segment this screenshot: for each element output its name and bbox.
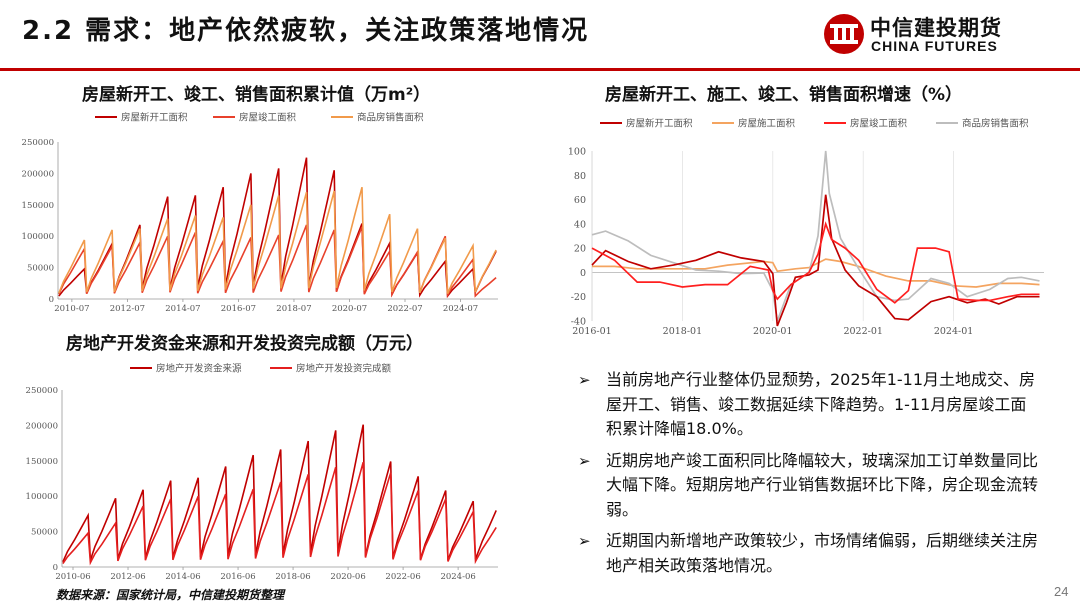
y-tick-label: 250000 [22, 138, 54, 148]
y-tick-label: 100000 [26, 492, 58, 502]
logo-english-name: CHINA FUTURES [871, 38, 998, 54]
bullet-item: ➢ 当前房地产行业整体仍显颓势，2025年1-11月土地成交、房屋开工、销售、竣… [578, 368, 1038, 442]
x-tick-label: 2024-01 [934, 326, 973, 337]
x-tick-label: 2022-07 [387, 304, 422, 314]
y-tick-label: 100000 [22, 232, 54, 242]
y-tick-label: 200000 [22, 169, 54, 179]
series-line [591, 221, 1040, 304]
y-tick-label: 20 [574, 244, 586, 255]
arrow-bullet-icon: ➢ [578, 532, 591, 550]
x-tick-label: 2018-01 [663, 326, 702, 337]
page-title: 2.2 需求：地产依然疲软，关注政策落地情况 [22, 16, 590, 46]
legend-label: 房地产开发投资完成额 [296, 363, 392, 375]
chart-title-cumulative: 房屋新开工、竣工、销售面积累计值（万m²） [82, 85, 431, 105]
bullet-text: 当前房地产行业整体仍显颓势，2025年1-11月土地成交、房屋开工、销售、竣工数… [606, 370, 1036, 438]
x-tick-label: 2018-07 [276, 304, 311, 314]
arrow-bullet-icon: ➢ [578, 451, 591, 470]
bullet-text: 近期国内新增地产政策较少，市场情绪偏弱，后期继续关注房地产相关政策落地情况。 [606, 531, 1039, 575]
y-tick-label: 150000 [26, 457, 58, 467]
chart-title-growth: 房屋新开工、施工、竣工、销售面积增速（%） [605, 85, 963, 105]
title-divider [0, 68, 1080, 71]
y-tick-label: 150000 [22, 201, 54, 211]
series-line [62, 461, 497, 566]
growth-rate-chart: 2016-01 2018-01 2020-01 2022-01 2024-01 -40 -2… [568, 118, 1044, 337]
x-tick-label: 2010-07 [54, 304, 89, 314]
series-line [58, 157, 497, 299]
x-tick-label: 2012-06 [110, 572, 145, 582]
y-tick-label: -20 [571, 292, 586, 303]
x-tick-label: 2010-06 [55, 572, 90, 582]
y-tick-label: 80 [574, 171, 586, 182]
legend-label: 商品房销售面积 [962, 118, 1029, 130]
citic-logo-icon [824, 14, 864, 54]
x-tick-label: 2014-07 [165, 304, 200, 314]
y-tick-label: 100 [568, 147, 586, 158]
logo-chinese-name: 中信建投期货 [870, 16, 1002, 40]
data-source-note: 数据来源：国家统计局，中信建投期货整理 [56, 588, 285, 602]
y-tick-label: 200000 [26, 421, 58, 431]
company-logo: 中信建投期货 CHINA FUTURES [822, 12, 1072, 58]
legend-label: 房屋施工面积 [738, 118, 796, 130]
x-tick-label: 2024-07 [443, 304, 478, 314]
legend-label: 房屋竣工面积 [239, 112, 297, 124]
y-tick-label: 0 [49, 295, 54, 305]
y-tick-label: 0 [580, 268, 586, 279]
y-tick-label: 40 [574, 219, 586, 230]
bullet-item: ➢ 近期国内新增地产政策较少，市场情绪偏弱，后期继续关注房地产相关政策落地情况。 [578, 529, 1038, 578]
x-tick-label: 2014-06 [165, 572, 200, 582]
x-tick-label: 2018-06 [275, 572, 310, 582]
x-tick-label: 2020-07 [332, 304, 367, 314]
analysis-bullets: ➢ 当前房地产行业整体仍显颓势，2025年1-11月土地成交、房屋开工、销售、竣… [578, 368, 1038, 585]
y-tick-label: 60 [574, 195, 586, 206]
series-line [592, 258, 1040, 288]
series-line [591, 194, 1040, 327]
x-tick-label: 2024-06 [440, 572, 475, 582]
funding-investment-chart: 0 50000 100000 150000 200000 250000 2010-06 201… [26, 363, 498, 582]
series-line [58, 186, 497, 295]
x-tick-label: 2012-07 [110, 304, 145, 314]
x-tick-label: 2020-01 [753, 326, 792, 337]
y-tick-label: 50000 [27, 264, 54, 274]
page-number: 24 [1054, 584, 1069, 599]
chart-title-funding: 房地产开发资金来源和开发投资完成额（万元） [66, 334, 423, 354]
series-line [58, 224, 497, 298]
x-tick-label: 2020-06 [330, 572, 365, 582]
x-tick-label: 2022-01 [843, 326, 882, 337]
x-tick-label: 2016-06 [220, 572, 255, 582]
y-tick-label: 0 [53, 563, 58, 573]
bullet-text: 近期房地产竣工面积同比降幅较大，玻璃深加工订单数量同比大幅下降。短期房地产行业销… [606, 450, 1039, 519]
legend-label: 房屋新开工面积 [626, 118, 693, 130]
legend-label: 房屋新开工面积 [121, 112, 188, 124]
y-tick-label: 250000 [26, 386, 58, 396]
x-tick-label: 2022-06 [385, 572, 420, 582]
cumulative-area-chart: 0 50000 100000 150000 200000 250000 2010-07 201… [22, 112, 498, 314]
bullet-item: ➢ 近期房地产竣工面积同比降幅较大，玻璃深加工订单数量同比大幅下降。短期房地产行… [578, 449, 1038, 523]
legend-label: 商品房销售面积 [357, 112, 424, 124]
series-line [62, 424, 497, 563]
y-tick-label: -40 [571, 317, 586, 328]
legend-label: 房屋竣工面积 [850, 118, 908, 130]
y-tick-label: 50000 [31, 528, 58, 538]
x-tick-label: 2016-01 [572, 326, 611, 337]
series-line [591, 150, 1040, 322]
arrow-bullet-icon: ➢ [578, 371, 591, 389]
legend-label: 房地产开发资金来源 [156, 363, 242, 375]
x-tick-label: 2016-07 [221, 304, 256, 314]
